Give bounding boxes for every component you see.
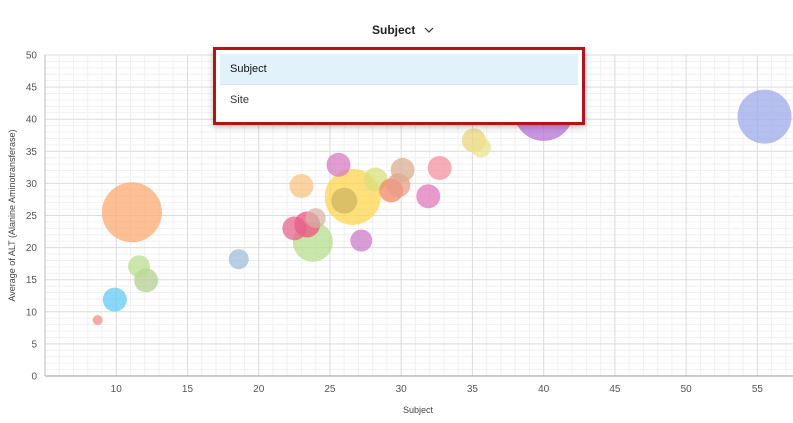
x-tick-label: 10 xyxy=(111,384,123,395)
x-tick-label: 50 xyxy=(681,384,693,395)
x-tick-label: 15 xyxy=(182,384,194,395)
bubble-point xyxy=(289,173,314,198)
bubble-point xyxy=(101,182,162,243)
x-tick-label: 40 xyxy=(538,384,550,395)
y-tick-label: 5 xyxy=(31,339,37,350)
x-tick-label: 45 xyxy=(609,384,621,395)
chevron-down-icon xyxy=(424,27,434,33)
y-tick-label: 0 xyxy=(31,372,37,383)
field-selector[interactable]: Subject xyxy=(372,20,435,40)
y-tick-label: 35 xyxy=(26,147,38,158)
dropdown-option-site[interactable]: Site xyxy=(230,94,249,106)
y-tick-label: 50 xyxy=(26,51,38,62)
x-tick-label: 20 xyxy=(253,384,265,395)
x-tick-label: 35 xyxy=(467,384,479,395)
y-tick-label: 25 xyxy=(26,211,38,222)
y-tick-label: 40 xyxy=(26,115,38,126)
bubble-point xyxy=(470,137,491,158)
y-tick-label: 10 xyxy=(26,307,38,318)
y-axis-title: Average of ALT (Alanine Aminotransferase… xyxy=(7,129,17,301)
bubble-point xyxy=(416,184,441,209)
bubble-point xyxy=(427,155,452,180)
bubble-point xyxy=(390,157,415,182)
bubble-point xyxy=(128,255,151,278)
bubble-point xyxy=(331,187,358,214)
field-dropdown-menu: Subject Site xyxy=(213,47,585,125)
y-tick-label: 20 xyxy=(26,243,38,254)
bubble-point xyxy=(350,229,373,252)
bubble-point xyxy=(102,287,127,312)
bubble-point xyxy=(305,208,326,229)
x-axis-title: Subject xyxy=(403,405,434,415)
bubble-point xyxy=(282,216,307,241)
bubble-point xyxy=(737,89,792,144)
x-tick-label: 30 xyxy=(396,384,408,395)
dropdown-divider xyxy=(220,84,578,85)
x-tick-label: 25 xyxy=(324,384,336,395)
dropdown-option-subject[interactable]: Subject xyxy=(220,54,578,84)
bubble-point xyxy=(326,152,351,177)
y-tick-label: 30 xyxy=(26,179,38,190)
field-selector-label: Subject xyxy=(372,23,416,37)
bubble-point xyxy=(228,249,249,270)
bubble-point xyxy=(92,315,103,326)
y-tick-label: 45 xyxy=(26,83,38,94)
x-tick-label: 55 xyxy=(752,384,764,395)
y-tick-label: 15 xyxy=(26,275,38,286)
